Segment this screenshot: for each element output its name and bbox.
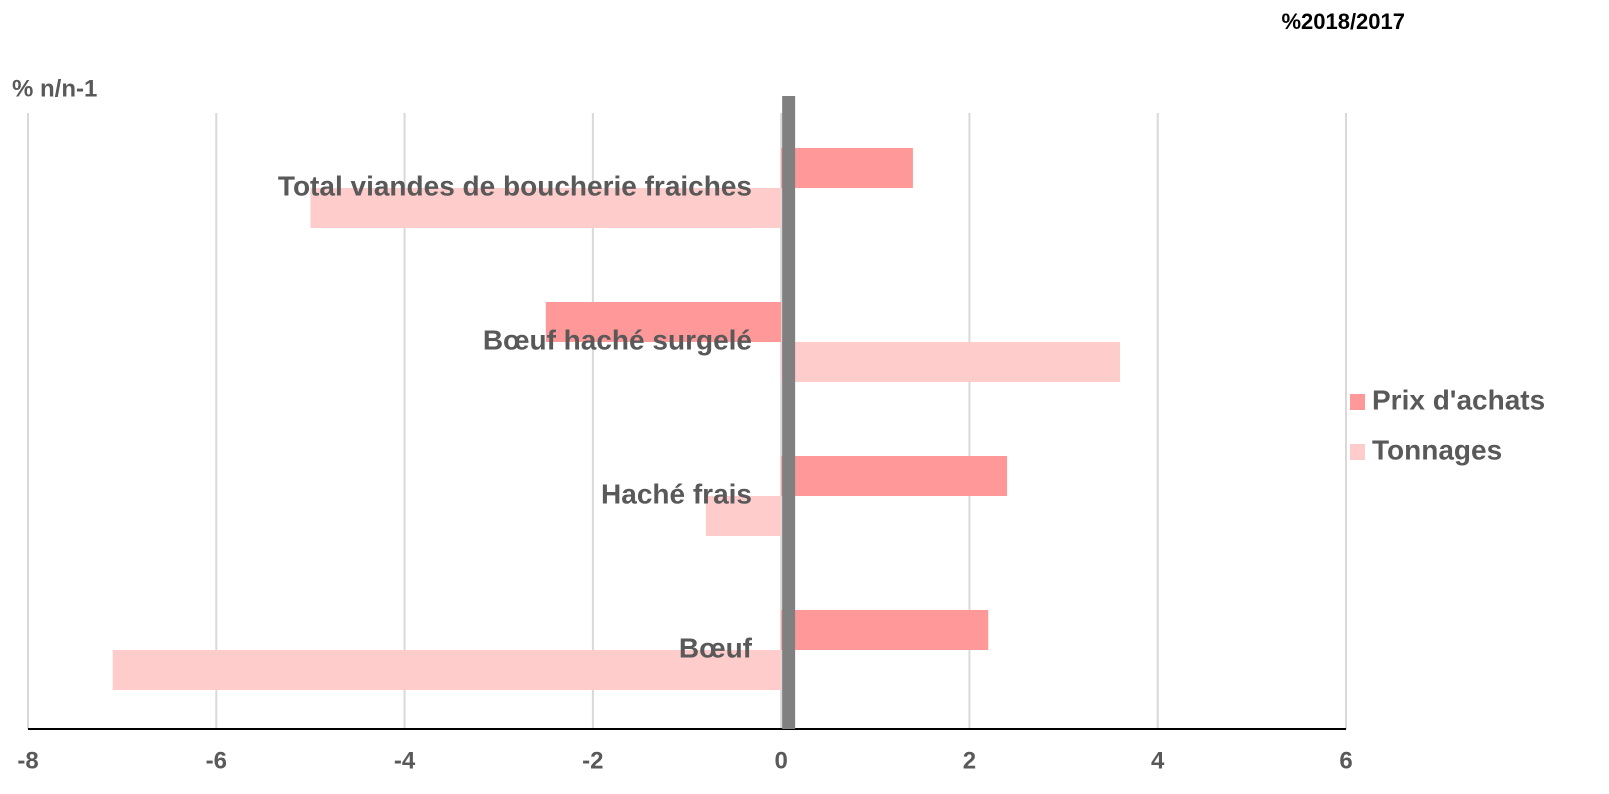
axis-label: % n/n-1 [12, 75, 97, 102]
bar [545, 302, 782, 342]
chart-title: %2018/2017 [1281, 9, 1405, 34]
bar [781, 610, 989, 650]
legend-label: Tonnages [1372, 434, 1502, 465]
bar [781, 148, 913, 188]
legend-label: Prix d'achats [1372, 384, 1545, 415]
bar [705, 496, 782, 536]
bar [112, 650, 782, 690]
x-tick-label: -6 [206, 747, 227, 774]
category-label: Bœuf [679, 632, 753, 663]
category-label: Bœuf haché surgelé [483, 324, 752, 355]
x-tick-label: 6 [1339, 747, 1352, 774]
legend-swatch [1350, 444, 1365, 460]
x-tick-label: -2 [582, 747, 603, 774]
category-label: Haché frais [601, 478, 752, 509]
x-tick-label: 4 [1151, 747, 1165, 774]
x-tick-label: 2 [963, 747, 976, 774]
x-tick-label: -4 [394, 747, 416, 774]
zero-axis [782, 96, 796, 729]
legend-swatch [1350, 394, 1365, 410]
x-tick-label: 0 [774, 747, 787, 774]
bar [781, 342, 1121, 382]
x-tick-label: -8 [17, 747, 38, 774]
category-label: Total viandes de boucherie fraiches [278, 170, 752, 201]
bar [781, 456, 1008, 496]
bar [310, 188, 782, 228]
